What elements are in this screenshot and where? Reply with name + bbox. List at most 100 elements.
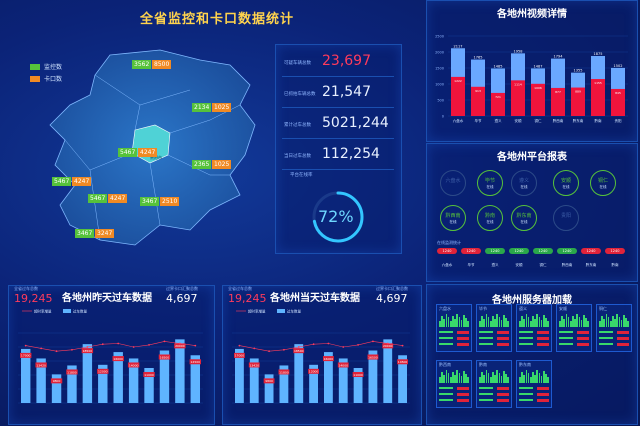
platform-node[interactable]: 六盘水: [440, 170, 466, 196]
legend-bar-label: 过车数量: [73, 309, 87, 314]
map-monitor-count[interactable]: 2365: [192, 160, 212, 169]
map-monitor-count[interactable]: 3562: [132, 60, 152, 69]
traffic-bar: [235, 348, 244, 403]
traffic-bar: [383, 339, 393, 403]
platform-pill[interactable]: 1240: [557, 248, 577, 254]
video-bar-inner-label: 1006: [534, 86, 542, 90]
map-city-label: 贵阳市: [150, 155, 162, 160]
legend-checkpoint-label: 卡口数: [44, 76, 63, 83]
map-checkpoint-count[interactable]: 2510: [160, 197, 180, 206]
legend-checkpoint: 卡口数: [30, 74, 62, 83]
platform-pill[interactable]: 1240: [461, 248, 481, 254]
server-load-bar: [538, 372, 541, 383]
today-left-value: 19,245: [228, 292, 267, 305]
server-load-bar: [542, 314, 545, 327]
platform-node[interactable]: 黔东南 在线: [511, 205, 537, 231]
map-monitor-count[interactable]: 5467: [118, 148, 138, 157]
server-load-bar: [559, 321, 561, 327]
server-metric-green: [479, 399, 493, 401]
server-load-bar: [445, 370, 448, 383]
traffic-bar: [36, 358, 46, 403]
server-metric-green: [599, 337, 613, 339]
platform-node[interactable]: 安顺 在线: [553, 170, 579, 196]
server-card[interactable]: 铜仁: [596, 304, 632, 352]
server-card[interactable]: 黔东南: [516, 360, 552, 408]
server-load-bar: [627, 321, 629, 327]
server-load-bar: [485, 314, 488, 327]
server-metric-red: [457, 343, 469, 346]
server-load-bar: [489, 376, 492, 383]
server-metric-green: [439, 393, 453, 395]
server-card[interactable]: 安顺: [556, 304, 592, 352]
map-checkpoint-count[interactable]: 3247: [95, 229, 115, 238]
traffic-bar-label-bg: [352, 372, 364, 377]
server-metric-green: [599, 343, 613, 345]
map-monitor-count[interactable]: 3467: [140, 197, 160, 206]
server-load-bar: [525, 370, 528, 383]
map-checkpoint-count[interactable]: 4247: [72, 177, 92, 186]
traffic-bar-label-bg: [35, 362, 47, 368]
traffic-bar-label: 9800: [53, 379, 61, 383]
server-load-bar: [465, 374, 467, 383]
platform-pill[interactable]: 1240: [437, 248, 457, 254]
yesterday-chart: 超时率增量 过车数量 17000 13420 9800 11800 18500 12000 16…: [18, 309, 203, 404]
server-name: 铜仁: [599, 306, 607, 311]
legend-monitor: 监控数: [30, 62, 62, 71]
server-metric-green: [439, 343, 453, 345]
server-load-bar: [447, 317, 450, 327]
server-metric-red: [457, 393, 469, 396]
server-load-bar: [441, 316, 443, 327]
server-metric-red: [497, 399, 509, 402]
server-card[interactable]: 毕节: [476, 304, 512, 352]
traffic-bar-label: 20000: [383, 344, 393, 348]
server-metric-red: [617, 331, 629, 334]
platform-pill[interactable]: 1240: [605, 248, 625, 254]
server-load-bar: [587, 321, 589, 327]
map-checkpoint-count[interactable]: 8500: [152, 60, 172, 69]
server-card[interactable]: 黔南: [476, 360, 512, 408]
map-monitor-count[interactable]: 5467: [52, 177, 72, 186]
server-card[interactable]: 六盘水: [436, 304, 472, 352]
server-load-bar: [487, 373, 490, 383]
platform-node[interactable]: 遵义 在线: [511, 170, 537, 196]
server-card[interactable]: 遵义: [516, 304, 552, 352]
server-load-bar: [454, 318, 456, 327]
rate-line: [25, 341, 196, 352]
platform-pill[interactable]: 1240: [581, 248, 601, 254]
platform-node[interactable]: 毕节 在线: [477, 170, 503, 196]
server-load-bars: [439, 313, 469, 327]
stat-value: 21,547: [322, 84, 371, 100]
map-checkpoint-count[interactable]: 4247: [138, 148, 158, 157]
server-load-bar: [456, 313, 459, 327]
traffic-bar-label-bg: [81, 348, 94, 354]
platform-pill[interactable]: 1240: [509, 248, 529, 254]
server-load-bar: [462, 314, 465, 327]
map-monitor-count[interactable]: 3467: [75, 229, 95, 238]
server-card[interactable]: 黔西南: [436, 360, 472, 408]
traffic-bar-label-bg: [174, 343, 186, 349]
server-load-bar: [569, 320, 572, 327]
platform-status: 在线: [520, 220, 528, 224]
server-load-bar: [481, 316, 483, 327]
video-bar-label: 1765: [474, 56, 483, 60]
map-monitor-count[interactable]: 2134: [192, 103, 212, 112]
server-load-bar: [443, 375, 446, 383]
stat-value: 23,697: [322, 53, 371, 69]
server-load-bar: [519, 377, 521, 383]
platform-pill[interactable]: 1240: [533, 248, 553, 254]
platform-pill[interactable]: 1240: [485, 248, 505, 254]
platform-pill-city: 遵义: [491, 263, 499, 267]
platform-node[interactable]: 铜仁 在线: [590, 170, 616, 196]
map-monitor-count[interactable]: 5467: [88, 194, 108, 203]
server-load-bar: [620, 320, 623, 327]
map-checkpoint-count[interactable]: 1025: [212, 160, 232, 169]
rate-point: [372, 340, 374, 343]
platform-node[interactable]: 黔西南 在线: [440, 205, 466, 231]
server-title: 各地州服务器加载: [492, 295, 572, 306]
map-checkpoint-count[interactable]: 4247: [108, 194, 128, 203]
platform-node[interactable]: 黔南 在线: [477, 205, 503, 231]
server-load-bar: [529, 376, 532, 383]
map-checkpoint-count[interactable]: 1025: [212, 103, 232, 112]
platform-node[interactable]: 贵阳: [553, 205, 579, 231]
platform-pill-city: 六盘水: [441, 263, 453, 267]
